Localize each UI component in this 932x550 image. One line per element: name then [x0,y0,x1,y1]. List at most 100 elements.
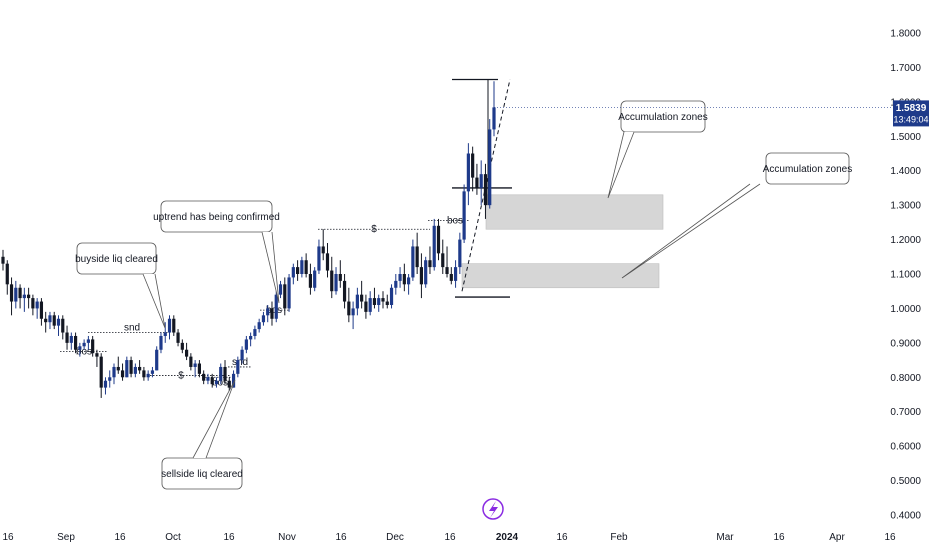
candle [360,280,364,309]
candle [325,243,330,278]
x-tick-label: 16 [556,532,568,543]
candle-body [475,177,479,188]
current-price-value: 1.5839 [896,103,927,114]
x-tick-label: Dec [386,532,404,543]
candle-body [172,318,176,333]
candle-body [18,287,22,299]
candle [138,360,142,374]
callout-pointer [261,231,280,304]
candle-body [377,298,381,305]
candle-body [407,277,411,285]
candle-body [479,174,483,188]
candle [261,311,266,326]
annotation-uptrend: uptrend has being confirmed [153,200,280,304]
candle [142,366,146,381]
candle [48,311,52,330]
candle [415,232,419,274]
x-tick-label: Oct [165,532,181,543]
candle [52,311,56,330]
candle [475,163,479,195]
candle-body [155,349,159,371]
callout-box [620,100,706,133]
candle [283,277,287,316]
candle [321,229,325,261]
candle [133,363,137,378]
candle [428,246,432,274]
candle-body [325,253,330,271]
candle [458,232,462,274]
candle [253,325,257,340]
y-tick-label: 1.3000 [890,201,921,212]
y-tick-label: 0.9000 [890,338,921,349]
candle [159,332,163,354]
candle [411,239,415,281]
candle-body [91,339,95,354]
x-tick-label: Feb [610,532,628,543]
candle-body [223,366,227,381]
candle-body [257,322,261,330]
candle [99,353,103,398]
candle [355,287,359,316]
brand-logo-icon [482,498,504,520]
candle-body [398,274,402,281]
candle-body [116,366,120,371]
candle-body [14,287,18,302]
candle-body [1,256,5,264]
y-tick-label: 1.1000 [890,270,921,281]
candle [402,263,406,292]
candle [394,274,398,295]
candle [385,294,389,309]
candle-body [360,294,364,302]
candle [125,356,129,378]
candle [227,377,231,392]
x-tick-label: 16 [2,532,14,543]
candle [27,287,31,309]
candle-body [180,342,184,350]
candle-body [483,174,488,206]
bos-label: bos [212,377,228,388]
candle [398,267,402,288]
candle-body [244,339,248,350]
candle-body [159,335,163,350]
candle [308,263,313,295]
candle-body [31,298,35,309]
candle [206,373,210,385]
candle [172,315,176,336]
candle-body [394,280,398,288]
callout-box [765,152,850,185]
candle-body [274,294,278,319]
candle [223,360,227,385]
y-tick-label: 1.0000 [890,304,921,315]
y-tick-label: 0.5000 [890,476,921,487]
candle-body [304,260,308,274]
candle-body [283,284,287,309]
candle [445,246,449,278]
y-tick-label: 1.2000 [890,235,921,246]
candle-body [129,360,133,374]
candle-body [338,274,342,281]
candle-body [445,267,449,274]
candle [103,377,108,395]
candle-body [441,253,445,268]
candle-body [82,342,86,347]
candle-body [432,225,436,268]
candle [44,311,48,333]
callout-box [160,200,273,233]
candle [466,143,470,206]
candle [483,163,488,219]
candle-body [381,298,385,302]
candle [65,325,69,350]
candle [368,291,372,316]
candle [31,294,35,316]
candle-body [219,366,223,381]
candle-body [278,284,283,295]
candle [449,267,453,285]
candle [407,274,411,295]
candle [61,315,65,340]
candle-body [488,129,492,206]
candle-body [458,239,462,268]
x-tick-label: Sep [57,532,75,543]
candle [82,339,86,350]
candle [39,298,44,326]
candle-body [197,363,201,374]
